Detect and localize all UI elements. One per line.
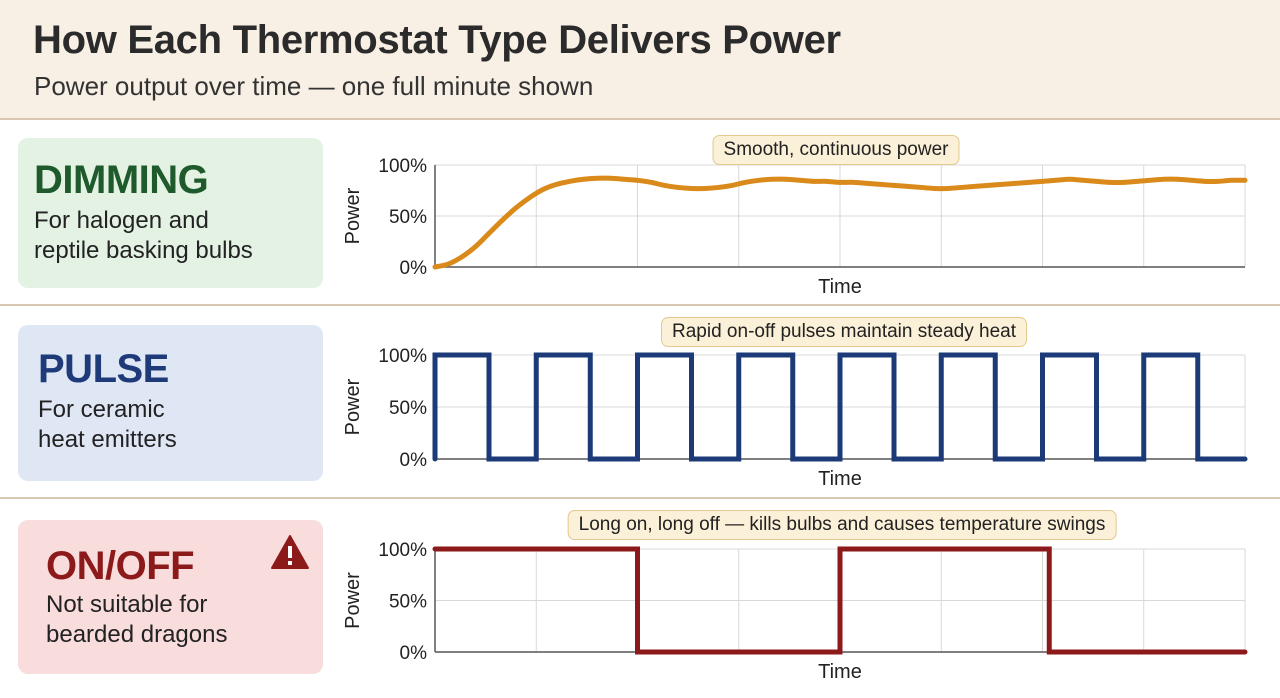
y-tick-label: 100% xyxy=(378,540,427,561)
card-desc-pulse: For ceramic heat emitters xyxy=(38,396,177,453)
card-desc-onoff: Not suitable for bearded dragons xyxy=(46,591,228,648)
series-line xyxy=(432,546,1248,655)
series-line xyxy=(432,352,1248,462)
x-axis-label: Time xyxy=(818,468,862,490)
y-tick-label: 0% xyxy=(400,643,428,664)
card-pulse: PULSE For ceramic heat emitters xyxy=(18,325,323,481)
y-tick-label: 50% xyxy=(389,592,427,613)
y-tick-label: 0% xyxy=(400,450,428,471)
y-axis-label: Power xyxy=(342,572,364,629)
y-tick-label: 100% xyxy=(378,156,427,177)
chart-annotation: Smooth, continuous power xyxy=(712,135,960,165)
card-title-dimming: DIMMING xyxy=(34,158,209,202)
card-desc-dimming: For halogen and reptile basking bulbs xyxy=(34,207,253,264)
y-tick-label: 50% xyxy=(389,398,427,419)
y-tick-label: 0% xyxy=(400,258,428,279)
y-tick-label: 100% xyxy=(378,346,427,367)
chart-annotation: Long on, long off — kills bulbs and caus… xyxy=(567,510,1117,540)
y-axis-label: Power xyxy=(342,187,364,244)
x-axis-label: Time xyxy=(818,276,862,298)
header: How Each Thermostat Type Delivers Power … xyxy=(0,0,1280,120)
chart-pulse: 0% 50% 100% Power Time Rapid on-off pulses m… xyxy=(335,314,1280,494)
chart-onoff: 0% 50% 100% Power Time Long on, long off — k… xyxy=(335,507,1280,687)
chart-annotation: Rapid on-off pulses maintain steady heat xyxy=(661,317,1027,347)
divider xyxy=(0,304,1280,306)
divider xyxy=(0,497,1280,499)
y-tick-label: 50% xyxy=(389,207,427,228)
card-onoff: ON/OFF Not suitable for bearded dragons xyxy=(18,520,323,674)
series-line xyxy=(432,175,1248,270)
page-title: How Each Thermostat Type Delivers Power xyxy=(33,18,841,62)
chart-dimming: 0% 50% 100% Power Time Smooth, continuous po… xyxy=(335,132,1280,312)
warning-icon xyxy=(271,535,309,569)
y-axis-label: Power xyxy=(342,378,364,435)
card-dimming: DIMMING For halogen and reptile basking … xyxy=(18,138,323,288)
page-subtitle: Power output over time — one full minute… xyxy=(34,71,594,101)
card-title-pulse: PULSE xyxy=(38,347,169,391)
x-axis-label: Time xyxy=(818,661,862,683)
card-title-onoff: ON/OFF xyxy=(46,544,195,588)
